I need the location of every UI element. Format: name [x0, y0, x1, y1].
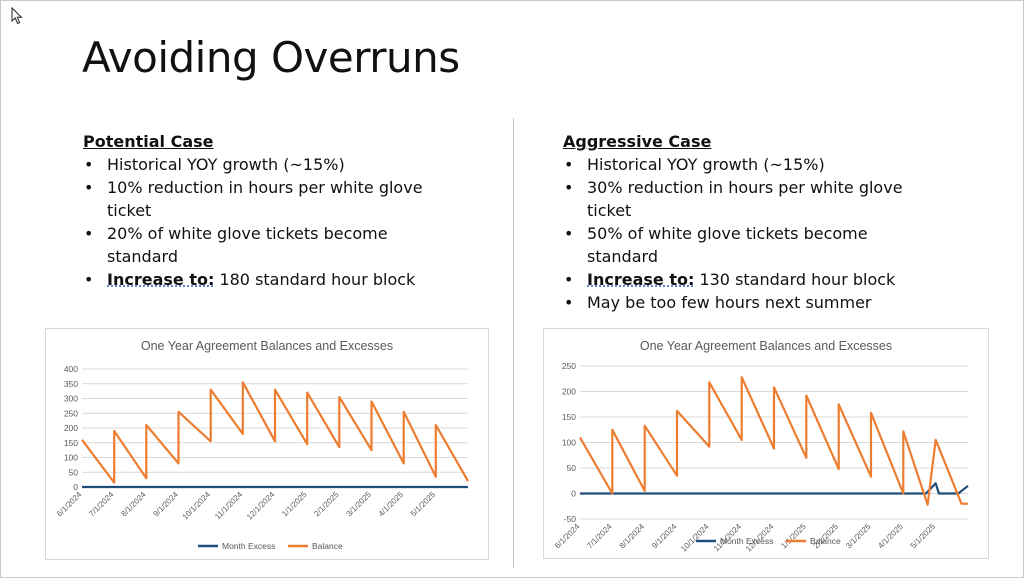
aggressive-case-chart: One Year Agreement Balances and Excesses… [543, 328, 989, 559]
bullet-item: 10% reduction in hours per white glove t… [83, 176, 443, 222]
y-tick-label: 350 [64, 379, 78, 389]
increase-value: 180 standard hour block [214, 270, 416, 289]
potential-case-bullets: Historical YOY growth (~15%) 10% reducti… [83, 153, 443, 291]
y-tick-label: 50 [69, 467, 79, 477]
x-tick-label: 4/1/2025 [377, 490, 406, 519]
x-tick-label: 7/1/2024 [585, 522, 614, 551]
bullet-item: Historical YOY growth (~15%) [563, 153, 923, 176]
x-tick-label: 9/1/2024 [152, 490, 181, 519]
x-tick-label: 8/1/2024 [119, 490, 148, 519]
chart-plot: -50 0 50 100 150 200 250 6/1/2024 7/1/2024 8/1/20… [553, 361, 969, 554]
bullet-item: 50% of white glove tickets become standa… [563, 222, 923, 268]
aggressive-case-heading: Aggressive Case [563, 132, 712, 151]
x-tick-label: 7/1/2024 [87, 490, 116, 519]
x-tick-label: 11/1/2024 [213, 490, 244, 521]
x-tick-label: 1/1/2025 [779, 522, 808, 551]
legend-entry: Month Excess [720, 536, 773, 546]
chart-title: One Year Agreement Balances and Excesses [639, 339, 893, 353]
chart-plot: 0 50 100 150 200 250 300 350 400 6/1/2024 7/1/2024… [55, 364, 469, 551]
y-tick-label: 250 [562, 361, 576, 371]
y-tick-label: 100 [64, 453, 78, 463]
column-divider [513, 118, 514, 568]
bullet-item: Increase to: 180 standard hour block [83, 268, 443, 291]
potential-case-chart: One Year Agreement Balances and Excesses… [45, 328, 489, 560]
month-excess-series-line [580, 482, 969, 495]
aggressive-case-bullets: Historical YOY growth (~15%) 30% reducti… [563, 153, 923, 314]
x-tick-label: 6/1/2024 [553, 522, 582, 551]
bullet-item: Historical YOY growth (~15%) [83, 153, 443, 176]
balance-series-line [579, 376, 968, 506]
potential-case-heading: Potential Case [83, 132, 214, 151]
x-tick-label: 2/1/2025 [312, 490, 341, 519]
balance-series-line [81, 381, 469, 484]
x-tick-label: 5/1/2025 [409, 490, 438, 519]
x-tick-label: 12/1/2024 [245, 490, 277, 522]
y-tick-label: 150 [562, 412, 576, 422]
legend-entry: Month Excess [222, 541, 275, 551]
bullet-item: 20% of white glove tickets become standa… [83, 222, 443, 268]
bullet-item: May be too few hours next summer [563, 291, 923, 314]
potential-case-section: Potential Case Historical YOY growth (~1… [83, 130, 443, 291]
bullet-item: Increase to: 130 standard hour block [563, 268, 923, 291]
chart-title: One Year Agreement Balances and Excesses [140, 339, 394, 353]
legend-entry: Balance [312, 541, 343, 551]
y-tick-label: 50 [567, 463, 577, 473]
y-tick-label: -50 [564, 514, 577, 524]
x-tick-label: 5/1/2025 [909, 522, 938, 551]
y-tick-label: 200 [64, 423, 78, 433]
mouse-cursor-icon [11, 7, 23, 25]
bullet-item: 30% reduction in hours per white glove t… [563, 176, 923, 222]
x-tick-label: 10/1/2024 [679, 522, 711, 554]
y-tick-label: 400 [64, 364, 78, 374]
slide-title: Avoiding Overruns [82, 33, 460, 82]
x-tick-label: 4/1/2025 [876, 522, 905, 551]
increase-label: Increase to: [107, 270, 215, 289]
y-tick-label: 150 [64, 438, 78, 448]
aggressive-case-section: Aggressive Case Historical YOY growth (~… [563, 130, 923, 314]
increase-value: 130 standard hour block [694, 270, 896, 289]
x-tick-label: 6/1/2024 [55, 490, 84, 519]
x-tick-label: 9/1/2024 [650, 522, 679, 551]
x-tick-label: 1/1/2025 [280, 490, 309, 519]
y-tick-label: 200 [562, 387, 576, 397]
x-tick-label: 3/1/2025 [844, 522, 873, 551]
y-tick-label: 0 [73, 482, 78, 492]
x-tick-label: 10/1/2024 [181, 490, 213, 522]
increase-label: Increase to: [587, 270, 695, 289]
y-tick-label: 100 [562, 438, 576, 448]
x-tick-label: 8/1/2024 [618, 522, 647, 551]
legend-entry: Balance [810, 536, 841, 546]
x-tick-label: 3/1/2025 [345, 490, 374, 519]
y-tick-label: 0 [571, 489, 576, 499]
y-tick-label: 300 [64, 394, 78, 404]
y-tick-label: 250 [64, 408, 78, 418]
